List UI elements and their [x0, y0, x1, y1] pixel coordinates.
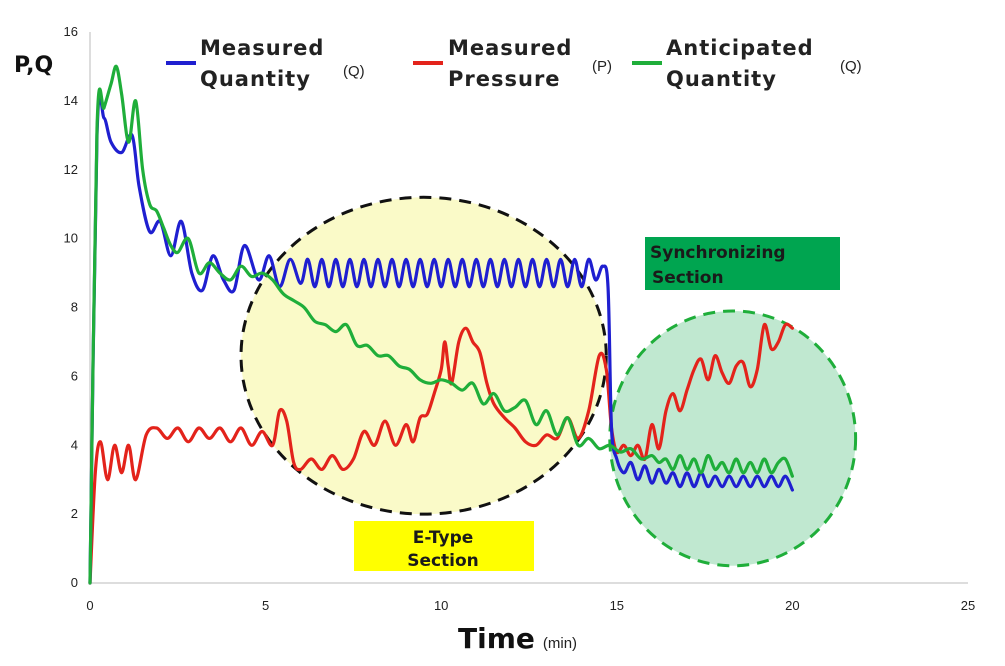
sync-label-box: [645, 237, 840, 290]
x-tick-label: 0: [86, 598, 93, 613]
x-tick-label: 15: [610, 598, 624, 613]
sync-label-line1: Synchronizing: [650, 243, 786, 263]
legend-label-anticipated-quantity-1: Anticipated: [666, 36, 814, 60]
series-lines: [88, 64, 794, 585]
y-tick-label: 2: [71, 506, 78, 521]
annotation-labels: E-Type Section Synchronizing Section: [354, 237, 840, 571]
x-axis-title-text: Time: [458, 622, 535, 655]
legend-unit-measured-quantity: (Q): [343, 63, 365, 80]
series-measured-pressure-line: [88, 322, 794, 585]
y-tick-label: 16: [64, 24, 78, 39]
legend: Measured Quantity (Q) Measured Pressure …: [166, 36, 862, 91]
sync-label-line2: Section: [652, 268, 724, 288]
legend-label-anticipated-quantity-2: Quantity: [666, 67, 777, 91]
y-tick-label: 14: [64, 93, 78, 108]
x-tick-label: 10: [434, 598, 448, 613]
e-type-label-line1: E-Type: [413, 528, 474, 548]
y-tick-label: 12: [64, 162, 78, 177]
legend-label-measured-pressure-2: Pressure: [448, 67, 561, 91]
legend-unit-anticipated-quantity: (Q): [840, 58, 862, 75]
sync-region: [608, 309, 858, 568]
y-tick-label: 4: [71, 437, 78, 452]
series-anticipated-quantity-line: [88, 64, 794, 585]
y-tick-label: 6: [71, 368, 78, 383]
e-type-label-box: [354, 521, 534, 571]
y-tick-label: 10: [64, 231, 78, 246]
x-tick-label: 20: [785, 598, 799, 613]
legend-label-measured-pressure-1: Measured: [448, 36, 572, 60]
y-axis-title: P,Q: [14, 53, 53, 78]
axes: 0 2 4 6 8 10 12 14 16 0 5 10 15 20 25: [64, 24, 976, 613]
legend-unit-measured-pressure: (P): [592, 58, 612, 75]
y-tick-label: 0: [71, 575, 78, 590]
series-measured-quantity-line: [88, 93, 794, 585]
legend-label-measured-quantity-1: Measured: [200, 36, 324, 60]
x-tick-label: 5: [262, 598, 269, 613]
y-tick-label: 8: [71, 300, 78, 315]
x-tick-label: 25: [961, 598, 975, 613]
x-axis-title: Time (min): [458, 622, 577, 655]
e-type-label-line2: Section: [407, 551, 479, 571]
x-axis-unit: (min): [543, 635, 577, 652]
legend-label-measured-quantity-2: Quantity: [200, 67, 311, 91]
